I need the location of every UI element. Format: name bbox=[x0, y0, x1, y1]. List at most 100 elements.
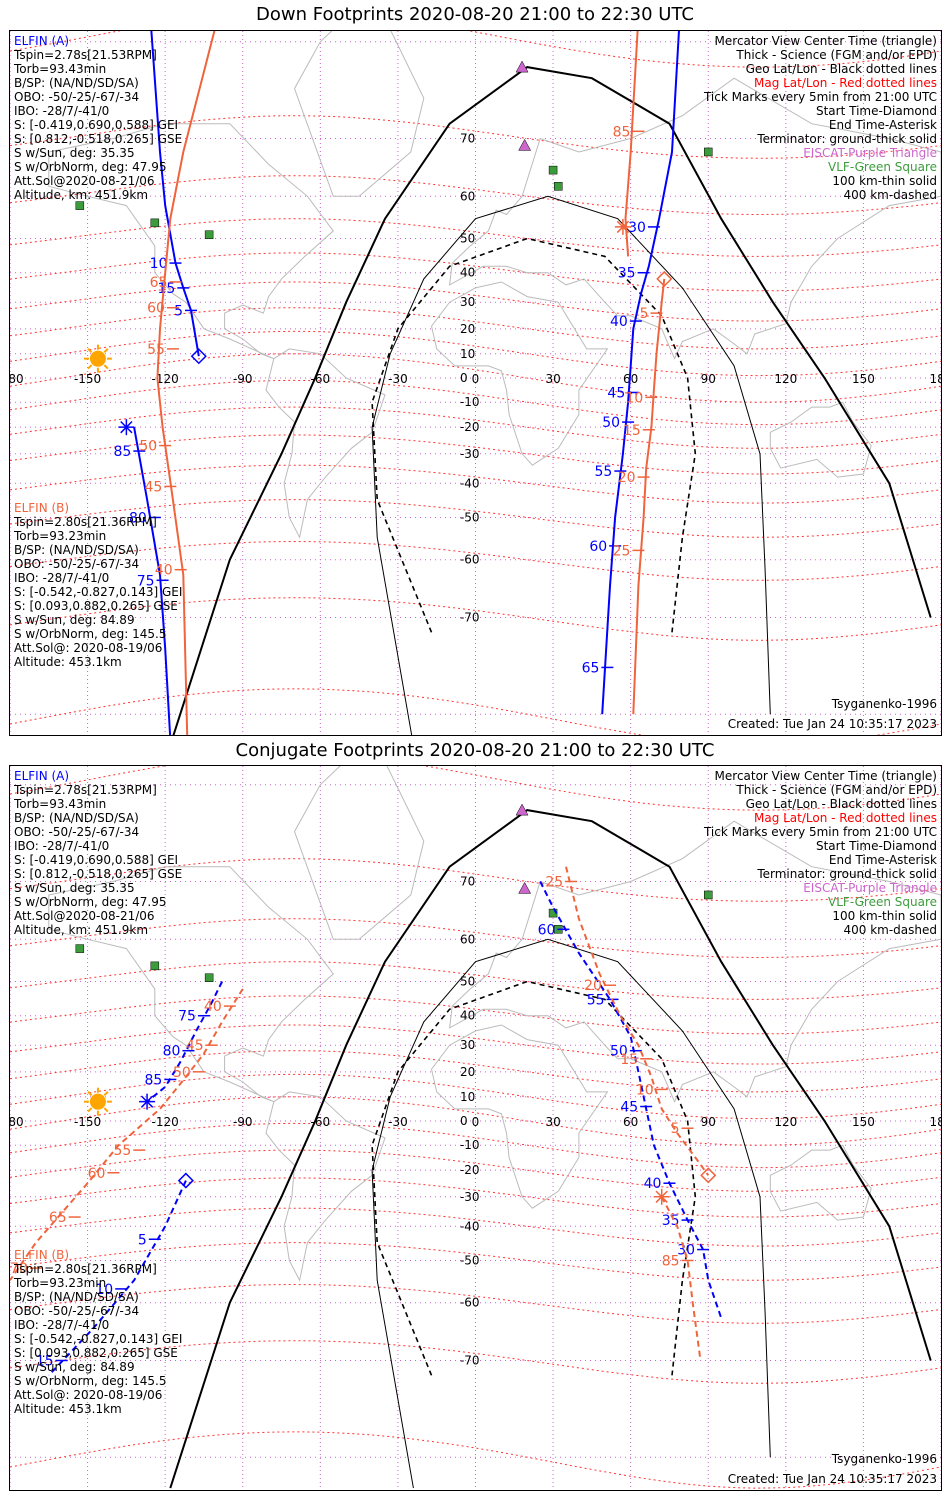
elfin_a-line: OBO: -50/-25/-67/-34 bbox=[14, 90, 140, 104]
time-tick-label: 55 bbox=[587, 992, 605, 1008]
mag-lat-line bbox=[10, 766, 941, 811]
elfin_b-line: S: [0.093,0.882,0.265] GSE bbox=[14, 599, 178, 613]
sun-ray bbox=[103, 1091, 109, 1097]
vlf-marker bbox=[204, 973, 214, 982]
terminator-layer bbox=[169, 809, 932, 1489]
terminator-100km bbox=[371, 195, 771, 735]
legend-line: Mercator View Center Time (triangle) bbox=[714, 769, 937, 783]
end-asterisk bbox=[120, 420, 133, 434]
x-tick-label: -90 bbox=[233, 372, 253, 386]
time-tick-label: 5 bbox=[671, 1121, 680, 1137]
grid-layer bbox=[10, 766, 941, 1490]
x-tick-label: 60 bbox=[623, 1115, 638, 1129]
legend-line: Geo Lat/Lon - Black dotted lines bbox=[745, 797, 937, 811]
mag-lat-line bbox=[10, 406, 941, 449]
legend-line: Tick Marks every 5min from 21:00 UTC bbox=[703, 825, 937, 839]
elfin_b-line: S: [-0.542,-0.827,0.143] GEI bbox=[14, 1332, 183, 1346]
elfin_a-line: Tspin=2.78s[21.53RPM] bbox=[14, 783, 157, 797]
elfin_b-line: S: [-0.542,-0.827,0.143] GEI bbox=[14, 585, 183, 599]
time-tick-label: 85 bbox=[613, 124, 631, 140]
mag-lat-line bbox=[10, 1340, 941, 1384]
elfin-a-track: 30 35 40 45 50 55 60 65 bbox=[582, 31, 680, 715]
elfin_a-line: ELFIN (A) bbox=[14, 769, 70, 783]
time-tick-label: 60 bbox=[589, 539, 607, 555]
y-tick-label: -40 bbox=[460, 1219, 480, 1233]
elfin_a-line: Torb=93.43min bbox=[14, 797, 107, 811]
time-tick-label: 45 bbox=[145, 479, 163, 495]
mag-lat-line bbox=[10, 961, 941, 1000]
elfin-a-info: ELFIN (A) Tspin=2.78s[21.53RPM] Torb=93.43… bbox=[14, 769, 182, 937]
coastline bbox=[769, 1144, 872, 1221]
mag-lat-line bbox=[10, 1073, 941, 1120]
time-tick-label: 55 bbox=[113, 1143, 131, 1159]
coastline bbox=[769, 401, 872, 478]
mag-lat-line bbox=[10, 1177, 941, 1218]
map-plot: -180-150-120-90-60-300306090120150180706… bbox=[10, 766, 941, 1490]
terminator-400km bbox=[371, 980, 697, 1376]
x-tick-label: -30 bbox=[388, 372, 408, 386]
track-line bbox=[565, 866, 710, 1176]
elfin-a-track: 5 10 15 bbox=[36, 1172, 194, 1376]
model-label: Tsyganenko-1996 bbox=[831, 1452, 937, 1466]
x-tick-label: -180 bbox=[10, 1115, 24, 1129]
elfin-b-info: ELFIN (B) Tspin=2.80s[21.36RPM] Torb=93.23… bbox=[14, 501, 182, 669]
track-line bbox=[156, 31, 216, 735]
elfin-b-track: 65 60 55 50 45 40 bbox=[139, 31, 216, 735]
legend-line: Tick Marks every 5min from 21:00 UTC bbox=[703, 90, 937, 104]
y-tick-label: 30 bbox=[460, 1038, 475, 1052]
end-asterisk bbox=[140, 1095, 154, 1108]
coastline bbox=[293, 766, 425, 940]
sun-disc bbox=[89, 350, 106, 367]
y-tick-label: -30 bbox=[460, 447, 480, 461]
legend: Mercator View Center Time (triangle) Thic… bbox=[704, 34, 937, 202]
x-tick-label: 30 bbox=[545, 372, 560, 386]
y-tick-label: 20 bbox=[460, 1065, 475, 1079]
y-tick-label: 40 bbox=[460, 266, 475, 280]
time-tick-label: 50 bbox=[602, 415, 620, 431]
mag-lat-line bbox=[10, 1050, 941, 1093]
mag-lat-line bbox=[10, 330, 941, 377]
time-tick-label: 85 bbox=[113, 444, 131, 460]
eiscat-marker bbox=[518, 138, 532, 151]
x-tick-label: 120 bbox=[774, 372, 797, 386]
y-tick-label: 0 bbox=[460, 371, 468, 385]
track-line bbox=[146, 981, 223, 1103]
elfin_b-line: IBO: -28/7/-41/0 bbox=[14, 1318, 110, 1332]
sun-ray bbox=[87, 348, 93, 354]
terminator-ground bbox=[172, 66, 932, 735]
elfin-b-track: 85 bbox=[613, 31, 645, 257]
elfin_a-line: Altitude, km: 451.9km bbox=[14, 188, 149, 202]
legend-line: Terminator: ground-thick solid bbox=[757, 867, 937, 881]
elfin_b-line: Tspin=2.80s[21.36RPM] bbox=[14, 515, 157, 529]
mag-lat-line bbox=[10, 540, 941, 581]
time-tick-label: 55 bbox=[147, 342, 165, 358]
elfin_a-line: IBO: -28/7/-41/0 bbox=[14, 839, 110, 853]
vlf-marker bbox=[704, 890, 713, 900]
mag-lat-line bbox=[10, 1096, 941, 1146]
grid-layer bbox=[10, 31, 941, 735]
time-tick-label: 40 bbox=[155, 563, 173, 579]
x-tick-label: -120 bbox=[152, 372, 179, 386]
time-tick-label: 45 bbox=[620, 1100, 638, 1116]
vlf-marker bbox=[548, 165, 558, 175]
time-tick-label: 10 bbox=[636, 1082, 654, 1098]
elfin-a-track: 60 55 50 45 40 35 30 bbox=[538, 881, 723, 1319]
x-tick-label: 0 bbox=[472, 1115, 480, 1129]
elfin_b-line: S w/OrbNorm, deg: 145.5 bbox=[14, 627, 167, 641]
elfin_a-line: S w/OrbNorm, deg: 47.95 bbox=[14, 895, 167, 909]
y-tick-label: -30 bbox=[460, 1190, 480, 1204]
coastline-layer bbox=[48, 31, 941, 539]
time-tick-label: 85 bbox=[662, 1253, 680, 1269]
elfin_b-line: Torb=93.23min bbox=[14, 1276, 107, 1290]
mag-lat-line bbox=[10, 918, 941, 959]
mag-lat-line bbox=[10, 307, 941, 350]
elfin_b-line: IBO: -28/7/-41/0 bbox=[14, 571, 110, 585]
x-tick-label: -150 bbox=[74, 1115, 101, 1129]
map-plot: -180-150-120-90-60-300306090120150180706… bbox=[10, 31, 941, 735]
elfin_a-line: S w/Sun, deg: 35.35 bbox=[14, 146, 135, 160]
y-tick-label: 70 bbox=[460, 132, 475, 146]
elfin-b-track: 40 45 50 55 60 65 70 bbox=[10, 988, 244, 1281]
elfin_b-line: ELFIN (B) bbox=[14, 501, 70, 515]
start-diamond bbox=[700, 1167, 717, 1184]
time-tick-label: 25 bbox=[613, 543, 631, 559]
